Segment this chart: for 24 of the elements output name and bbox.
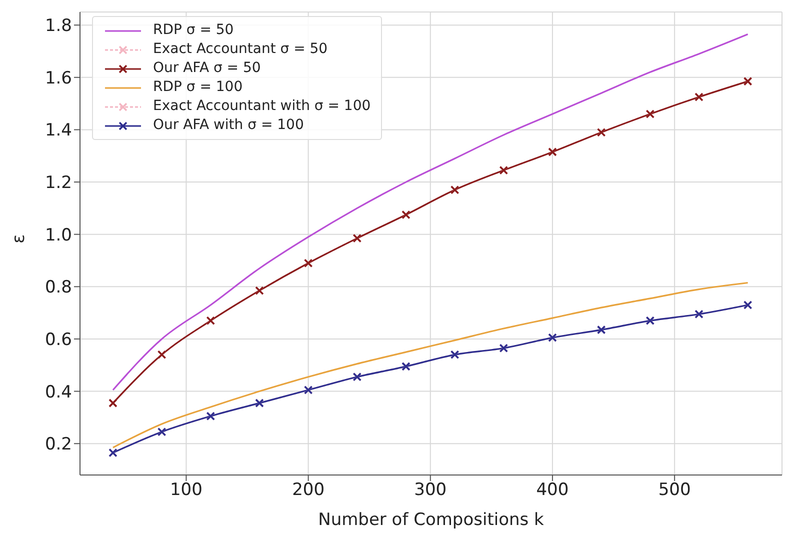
y-tick-label: 0.8 bbox=[44, 278, 72, 298]
x-axis-title: Number of Compositions k bbox=[318, 510, 544, 530]
x-tick-label: 200 bbox=[292, 480, 325, 500]
legend-label: Our AFA σ = 50 bbox=[153, 59, 261, 78]
y-tick-label: 1.8 bbox=[44, 16, 72, 36]
y-tick-label: 0.4 bbox=[44, 382, 72, 402]
y-tick-label: 1.0 bbox=[44, 225, 72, 246]
y-tick-label: 0.2 bbox=[44, 434, 72, 455]
y-tick-label: 1.4 bbox=[44, 120, 72, 141]
legend-label: Our AFA with σ = 100 bbox=[153, 116, 304, 135]
x-tick-label: 400 bbox=[536, 480, 569, 500]
x-tick-label: 500 bbox=[658, 480, 691, 500]
legend-label: RDP σ = 50 bbox=[153, 21, 234, 40]
y-tick-label: 1.6 bbox=[44, 68, 72, 88]
legend-label: Exact Accountant σ = 50 bbox=[153, 40, 328, 59]
x-tick-label: 100 bbox=[170, 480, 202, 500]
legend-label: Exact Accountant with σ = 100 bbox=[153, 97, 371, 116]
line-series bbox=[112, 282, 749, 448]
y-tick-label: 0.6 bbox=[44, 330, 72, 350]
line-series bbox=[112, 33, 749, 391]
y-tick-label: 1.2 bbox=[44, 173, 72, 194]
y-axis-title: ε bbox=[9, 234, 30, 244]
x-tick-label: 300 bbox=[414, 480, 447, 500]
legend-label: RDP σ = 100 bbox=[153, 78, 243, 97]
